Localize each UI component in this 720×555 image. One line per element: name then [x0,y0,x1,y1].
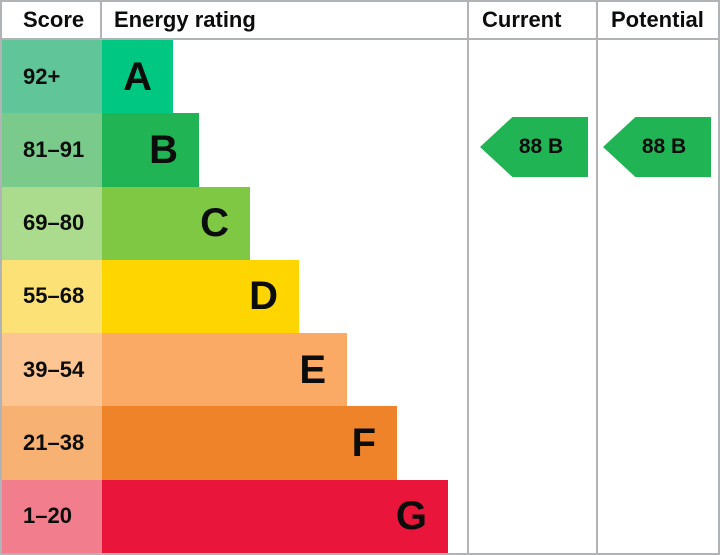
band-letter-d: D [249,274,278,319]
band-bar-b: B [102,113,199,187]
band-rows: 92+ A 81–91 B 69–80 C 55–68 D 39–54 [2,40,718,553]
band-row-b: 81–91 B [2,113,718,187]
column-divider-potential [596,2,598,553]
band-letter-c: C [200,201,229,246]
band-bar-g: G [102,479,448,553]
band-score-range-g: 1–20 [2,479,102,553]
band-letter-a: A [123,54,152,99]
header-potential: Potential [611,7,704,32]
band-score-range-a: 92+ [2,40,102,114]
band-row-g: 1–20 G [2,479,718,553]
header-score: Score [2,2,102,38]
band-score-range-e: 39–54 [2,333,102,407]
column-divider-current [467,2,469,553]
header-current: Current [482,7,562,32]
band-row-c: 69–80 C [2,186,718,260]
band-bar-f: F [102,406,397,480]
band-letter-g: G [395,494,427,539]
band-letter-f: F [351,421,376,466]
band-bar-e: E [102,333,347,407]
band-row-d: 55–68 D [2,259,718,334]
band-row-e: 39–54 E [2,333,718,407]
band-row-a: 92+ A [2,40,718,114]
band-row-f: 21–38 F [2,406,718,480]
band-bar-d: D [102,259,299,334]
band-score-range-c: 69–80 [2,186,102,260]
header-energy-rating: Energy rating [114,7,256,32]
band-score-range-b: 81–91 [2,113,102,187]
band-bar-c: C [102,186,250,260]
chart-header-row: Score Energy rating Current Potential [2,2,718,40]
band-letter-b: B [149,127,178,172]
band-score-range-d: 55–68 [2,259,102,334]
band-letter-e: E [299,347,326,392]
band-bar-a: A [102,40,173,114]
band-score-range-f: 21–38 [2,406,102,480]
